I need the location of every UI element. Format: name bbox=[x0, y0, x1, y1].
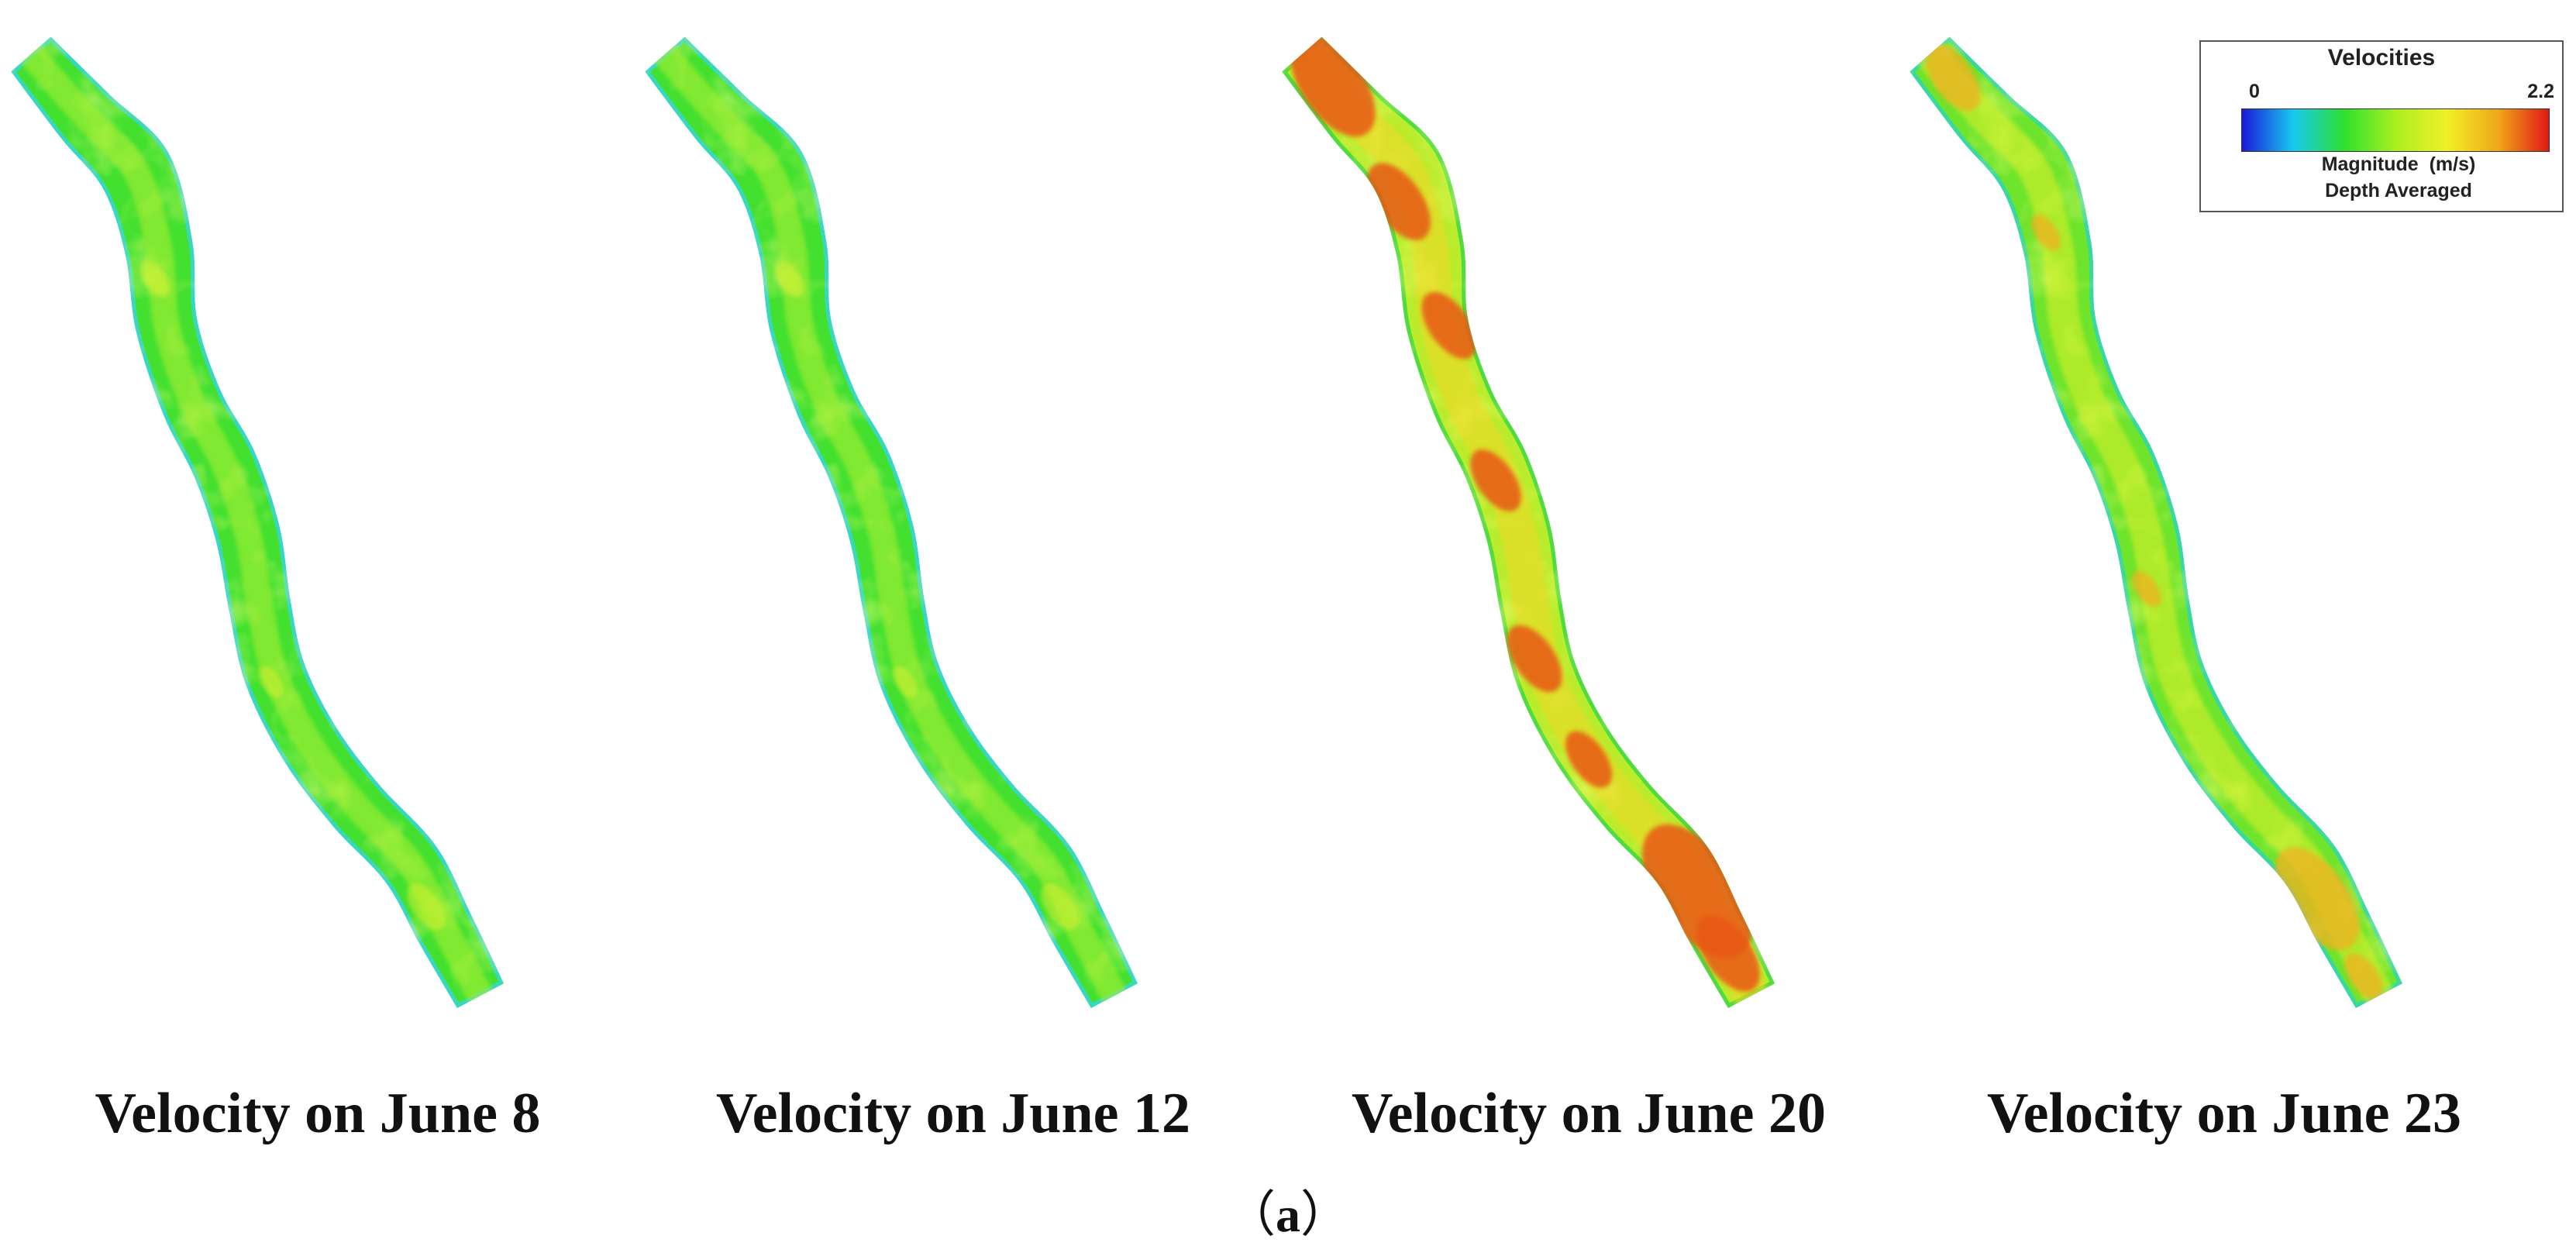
fast-flow-zone bbox=[1565, 731, 1612, 788]
legend-color-bar bbox=[2241, 108, 2550, 152]
river-channel-3 bbox=[1282, 36, 1775, 1008]
fast-flow-zone bbox=[139, 260, 170, 298]
velocity-legend: Velocities 0 2.2 Magnitude (m/s) Depth A… bbox=[2199, 40, 2564, 212]
velocity-maps bbox=[11, 36, 2403, 1008]
panel-caption-june-23: Velocity on June 23 bbox=[1987, 1082, 2461, 1145]
fast-flow-zone bbox=[892, 666, 918, 697]
legend-note: Depth Averaged bbox=[2325, 180, 2472, 201]
fast-flow-zone bbox=[1421, 291, 1477, 360]
fast-flow-zone bbox=[1290, 36, 1376, 137]
panel-caption-june-20: Velocity on June 20 bbox=[1352, 1082, 1826, 1145]
figure-label-close: ） bbox=[1300, 1187, 1350, 1242]
fast-flow-zone bbox=[2275, 847, 2360, 951]
fast-flow-zone bbox=[1041, 883, 1080, 930]
fast-flow-zone bbox=[2030, 214, 2061, 251]
fast-flow-zone bbox=[773, 260, 804, 298]
fast-flow-zone bbox=[2344, 953, 2383, 1000]
velocity-streak bbox=[652, 41, 1128, 1008]
fast-flow-zone bbox=[407, 883, 446, 930]
velocity-streak bbox=[1914, 39, 2395, 1008]
fast-flow-zone bbox=[1470, 449, 1521, 511]
panel-caption-june-8: Velocity on June 8 bbox=[95, 1082, 541, 1145]
fast-flow-zone bbox=[258, 666, 284, 697]
legend-max-label: 2.2 bbox=[2527, 81, 2554, 102]
fast-flow-zone bbox=[1696, 914, 1760, 992]
fast-flow-zone bbox=[1925, 43, 1981, 112]
figure-label: （a） bbox=[1211, 1175, 1365, 1246]
fast-flow-zone bbox=[1367, 163, 1431, 240]
fast-flow-zone bbox=[2131, 570, 2162, 608]
legend-min-label: 0 bbox=[2249, 81, 2260, 102]
legend-title: Velocities bbox=[2327, 45, 2436, 71]
legend-quantity: Magnitude (m/s) bbox=[2321, 153, 2476, 175]
velocity-streak bbox=[18, 41, 494, 1008]
river-channel-2 bbox=[645, 36, 1138, 1008]
fast-flow-zone bbox=[1507, 625, 1562, 693]
river-channel-1 bbox=[11, 36, 505, 1008]
figure-label-letter: a bbox=[1276, 1187, 1300, 1242]
panel-caption-june-12: Velocity on June 12 bbox=[716, 1082, 1190, 1145]
figure-label-open: （ bbox=[1226, 1187, 1276, 1242]
